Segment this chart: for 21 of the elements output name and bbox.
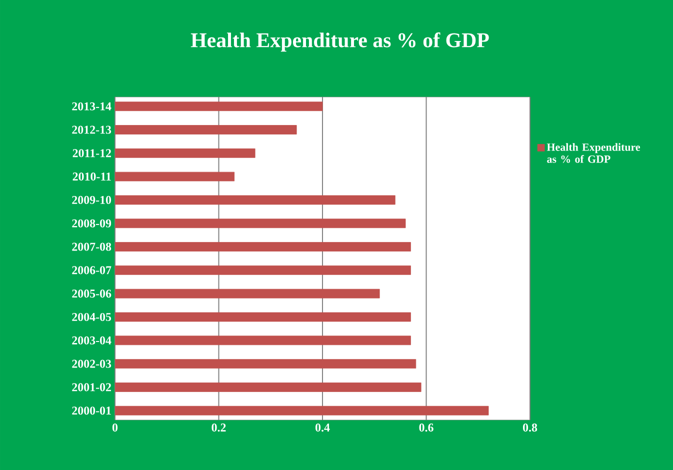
y-tick-label: 2011-12: [72, 149, 111, 158]
y-tick-label: 2013-14: [72, 102, 112, 110]
y-tick-label: 2012-13: [72, 126, 112, 134]
legend-label: Health Expenditure as % of GDP: [546, 143, 640, 163]
x-tick-label: 0.8: [522, 424, 538, 432]
y-tick-label: 2010-11: [72, 172, 111, 181]
y-tick-label: 2008-09: [72, 219, 112, 228]
y-tick-label: 2006-07: [72, 266, 112, 274]
chart-title: Health Expenditure as % of GDP: [190, 32, 489, 52]
y-tick-label: 2007-08: [72, 242, 112, 251]
y-tick-label: 2003-04: [72, 336, 112, 344]
y-tick-label: 2002-03: [72, 360, 112, 368]
x-tick-label: 0: [112, 424, 118, 432]
y-tick-label: 2009-10: [72, 196, 112, 204]
x-tick-label: 0.6: [419, 424, 434, 432]
x-tick-label: 0.4: [315, 424, 330, 432]
x-tick-label: 0.2: [212, 424, 226, 432]
y-tick-label: 2005-06: [72, 290, 112, 298]
y-tick-label: 2004-05: [72, 312, 112, 322]
y-tick-label: 2000-01: [72, 406, 111, 415]
y-tick-label: 2001-02: [72, 383, 111, 392]
